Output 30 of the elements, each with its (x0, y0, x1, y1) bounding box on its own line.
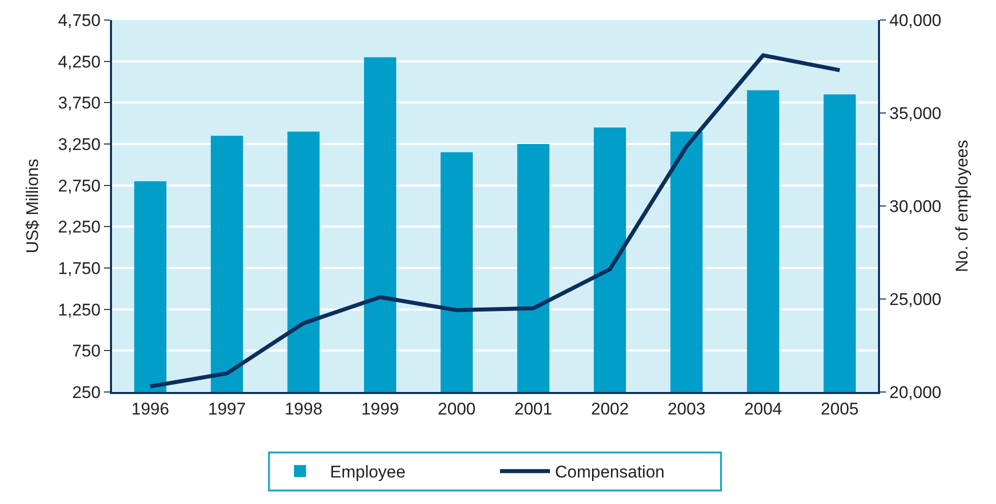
line-series (148, 53, 842, 388)
y-tick-label: 750 (72, 342, 101, 361)
y2-tick-label: 35,000 (889, 104, 942, 123)
y-tick-label: 1,750 (58, 258, 101, 278)
y-tick-label: 4,750 (58, 10, 101, 30)
x-tick-label: 2003 (668, 399, 706, 418)
y-tick-label: 2,750 (58, 176, 101, 196)
y-tick-label: 3,250 (58, 134, 101, 154)
x-tick-label: 2000 (438, 399, 476, 418)
y-tick-label: 3,750 (58, 94, 101, 113)
x-tick-label: 2001 (514, 399, 552, 418)
y2-tick-label: 25,000 (889, 290, 942, 309)
x-tick-label: 1997 (208, 399, 246, 418)
x-tick-label: 2004 (744, 399, 782, 418)
x-tick-label: 2002 (590, 399, 629, 418)
y-tick-label: 1,250 (58, 300, 101, 320)
y2-tick-label: 40,000 (889, 10, 942, 30)
legend-label: Compensation (555, 462, 665, 482)
x-tick-label: 1999 (361, 399, 400, 418)
y2-tick-label: 30,000 (889, 196, 942, 216)
x-tick-label: 2005 (820, 399, 859, 418)
x-tick-label: 1998 (284, 399, 322, 418)
legend-label: Employee (330, 462, 406, 482)
y-tick-label: 2,250 (58, 218, 101, 237)
y-tick-label: 250 (72, 382, 101, 402)
x-tick-label: 1996 (131, 399, 170, 418)
y2-tick-label: 20,000 (889, 382, 942, 402)
y-tick-label: 4,250 (58, 52, 101, 72)
y-axis-title: US$ Millions (23, 158, 42, 254)
y2-axis-title: No. of employees (952, 140, 972, 272)
